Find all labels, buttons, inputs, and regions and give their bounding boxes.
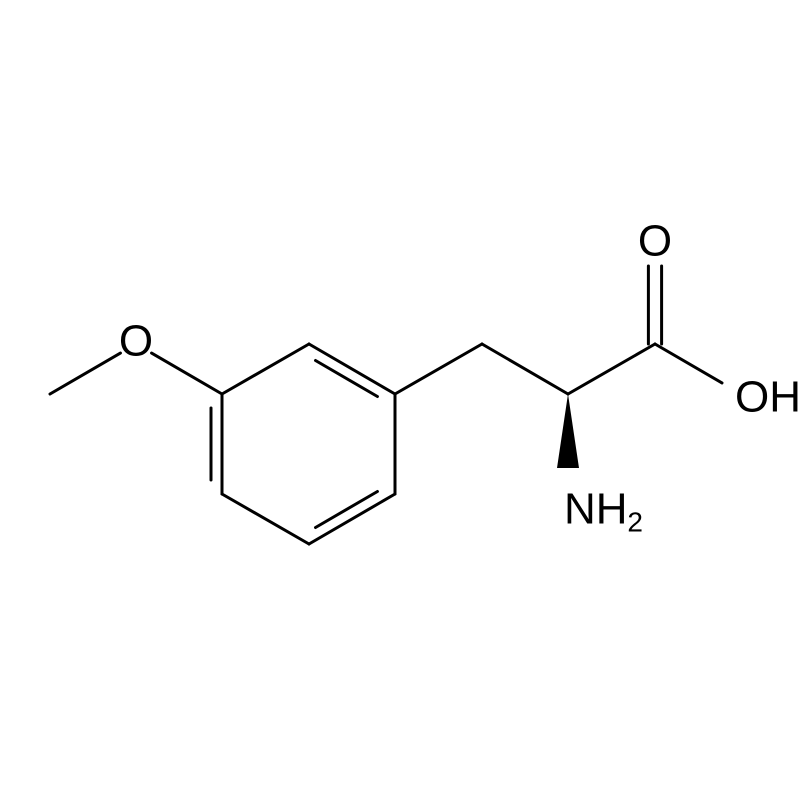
svg-text:O: O [119,317,153,366]
svg-text:2: 2 [627,507,643,538]
oxygen-double-label: O [638,217,672,266]
molecule-diagram: O O OH NH2 [0,0,800,800]
hydroxyl-label: OH [735,373,800,422]
svg-text:O: O [638,217,672,266]
oxygen-label: O [119,317,153,366]
svg-text:OH: OH [735,373,800,422]
svg-text:NH: NH [564,485,628,534]
